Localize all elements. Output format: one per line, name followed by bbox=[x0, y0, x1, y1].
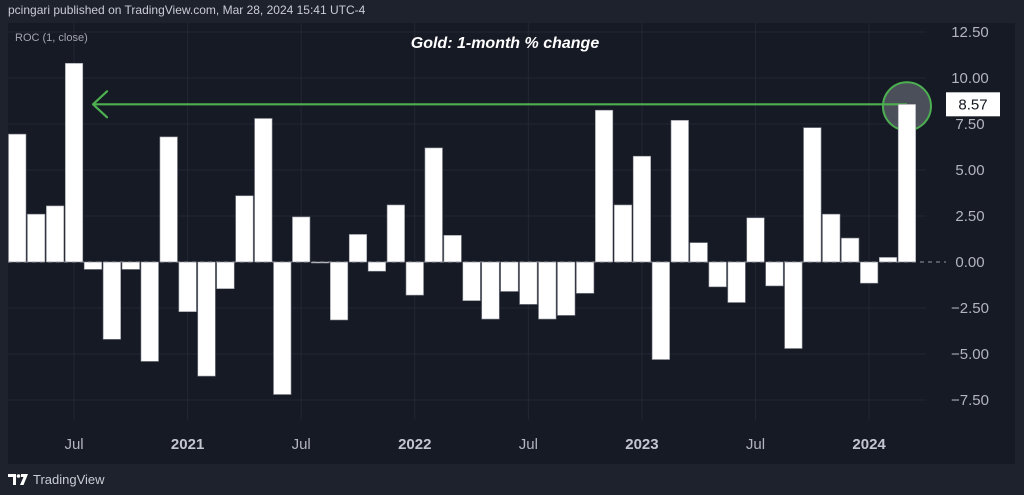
y-tick-label: 7.50 bbox=[955, 116, 984, 133]
bar bbox=[897, 104, 917, 263]
bar bbox=[613, 204, 633, 263]
bar bbox=[386, 204, 405, 263]
bar bbox=[765, 261, 784, 287]
x-tick-label: Jul bbox=[64, 436, 83, 453]
bar bbox=[538, 261, 557, 320]
x-axis: Jul 2021 Jul 2022 Jul 2023 Jul 2024 bbox=[64, 436, 886, 453]
bar bbox=[27, 213, 46, 263]
bar bbox=[424, 147, 443, 263]
last-value-label: 8.57 bbox=[946, 92, 1000, 117]
bar bbox=[83, 261, 103, 270]
bar bbox=[235, 195, 254, 263]
footer: TradingView bbox=[8, 472, 105, 487]
bar bbox=[292, 216, 311, 263]
y-axis: 12.50 10.00 7.50 5.00 2.50 0.00 −2.50 −5.00 −7.5… bbox=[951, 24, 989, 409]
y-tick-label: −2.50 bbox=[951, 300, 989, 317]
x-tick-label: Jul bbox=[292, 436, 311, 453]
x-tick-label: 2024 bbox=[852, 436, 886, 453]
bar bbox=[405, 261, 424, 296]
y-tick-label: 5.00 bbox=[955, 162, 984, 179]
bar bbox=[216, 261, 235, 289]
y-tick-label: 2.50 bbox=[955, 208, 984, 225]
footer-brand: TradingView bbox=[33, 472, 105, 487]
bar bbox=[519, 261, 538, 305]
indicator-label: ROC (1, close) bbox=[15, 32, 88, 44]
bar bbox=[159, 136, 178, 263]
x-tick-label: Jul bbox=[519, 436, 538, 453]
y-tick-label: 0.00 bbox=[955, 254, 984, 271]
bar bbox=[689, 242, 708, 263]
bar bbox=[803, 127, 822, 263]
bar bbox=[878, 257, 898, 263]
bar bbox=[557, 261, 576, 316]
bar bbox=[46, 205, 65, 263]
bar bbox=[595, 109, 614, 263]
y-tick-label: 10.00 bbox=[951, 70, 989, 87]
bar bbox=[651, 261, 670, 360]
bar bbox=[462, 261, 481, 301]
bar bbox=[197, 261, 216, 377]
bar bbox=[443, 235, 462, 263]
chart-title: Gold: 1-month % change bbox=[411, 35, 600, 52]
bar bbox=[254, 118, 273, 263]
bar bbox=[784, 261, 803, 349]
bar bbox=[481, 261, 500, 320]
bar bbox=[822, 213, 841, 263]
x-tick-label: 2022 bbox=[398, 436, 431, 453]
bar bbox=[632, 155, 651, 263]
bar bbox=[841, 237, 860, 263]
x-tick-label: Jul bbox=[746, 436, 765, 453]
tradingview-logo-icon bbox=[8, 474, 28, 485]
bar bbox=[64, 62, 84, 263]
chart-pane bbox=[8, 23, 1015, 464]
bar bbox=[178, 261, 197, 312]
arrow-head bbox=[91, 90, 109, 119]
y-tick-label: −7.50 bbox=[951, 392, 989, 409]
bar bbox=[348, 234, 368, 263]
bar bbox=[273, 261, 292, 395]
x-tick-label: 2023 bbox=[625, 436, 658, 453]
bar bbox=[670, 120, 689, 263]
bar bbox=[576, 261, 595, 294]
bar bbox=[121, 261, 140, 270]
x-tick-label: 2021 bbox=[171, 436, 204, 453]
bar bbox=[8, 133, 27, 263]
bar bbox=[330, 261, 349, 321]
bar bbox=[708, 261, 727, 288]
y-tick-label: 12.50 bbox=[951, 24, 989, 41]
published-info: pcingari published on TradingView.com, M… bbox=[8, 3, 366, 17]
y-tick-label: −5.00 bbox=[951, 346, 989, 363]
bar bbox=[500, 261, 519, 292]
bar bbox=[140, 261, 159, 362]
last-value-text: 8.57 bbox=[958, 96, 987, 113]
bars bbox=[8, 62, 917, 395]
bar bbox=[367, 261, 386, 272]
bar bbox=[727, 261, 746, 303]
bar bbox=[102, 261, 121, 340]
bar bbox=[746, 217, 765, 263]
last-value-box bbox=[946, 92, 1000, 117]
bar bbox=[860, 261, 879, 284]
